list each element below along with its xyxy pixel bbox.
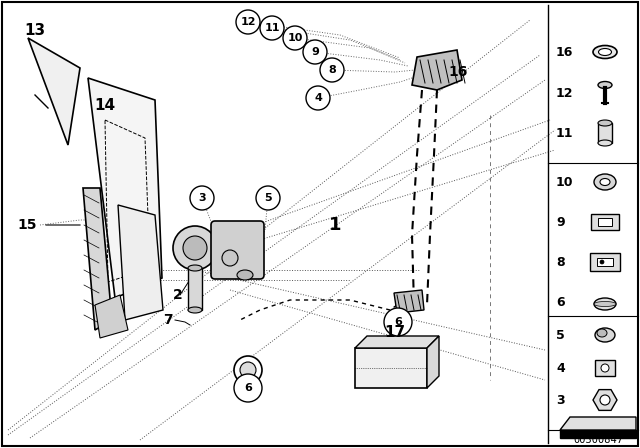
Circle shape (600, 260, 604, 264)
Ellipse shape (237, 270, 253, 280)
Text: 1: 1 (329, 216, 341, 234)
Circle shape (256, 186, 280, 210)
Text: 4: 4 (556, 362, 564, 375)
Circle shape (183, 236, 207, 260)
Text: 14: 14 (95, 98, 116, 112)
Text: 10: 10 (556, 176, 573, 189)
Bar (590, 253, 620, 271)
FancyBboxPatch shape (211, 221, 264, 279)
Bar (355, 348, 427, 388)
Circle shape (234, 356, 262, 384)
Polygon shape (83, 188, 112, 330)
Ellipse shape (594, 174, 616, 190)
Ellipse shape (598, 82, 612, 89)
Polygon shape (593, 390, 617, 410)
Polygon shape (355, 336, 439, 348)
Text: 10: 10 (287, 33, 303, 43)
Ellipse shape (601, 364, 609, 372)
Bar (595, 360, 615, 376)
Circle shape (236, 10, 260, 34)
Text: 6: 6 (244, 383, 252, 393)
Text: 4: 4 (314, 93, 322, 103)
Text: 11: 11 (264, 23, 280, 33)
Text: 00300847: 00300847 (573, 435, 623, 445)
Text: 6: 6 (556, 296, 564, 309)
Polygon shape (412, 50, 462, 90)
Ellipse shape (188, 265, 202, 271)
Text: 3: 3 (198, 193, 206, 203)
Ellipse shape (595, 328, 615, 342)
Ellipse shape (598, 48, 611, 56)
Polygon shape (88, 78, 162, 298)
Text: 13: 13 (24, 22, 45, 38)
Text: 5: 5 (264, 193, 272, 203)
Ellipse shape (593, 46, 617, 59)
Ellipse shape (598, 120, 612, 126)
Text: 6: 6 (394, 317, 402, 327)
Circle shape (190, 186, 214, 210)
Text: 17: 17 (385, 324, 406, 340)
Bar (597, 258, 613, 266)
Text: 8: 8 (328, 65, 336, 75)
Bar (598, 218, 612, 226)
Polygon shape (95, 295, 128, 338)
Circle shape (240, 362, 256, 378)
Circle shape (173, 226, 217, 270)
Polygon shape (560, 417, 636, 430)
Ellipse shape (600, 178, 610, 185)
Circle shape (303, 40, 327, 64)
Ellipse shape (188, 307, 202, 313)
Text: 8: 8 (556, 255, 564, 268)
Circle shape (600, 395, 610, 405)
Text: 3: 3 (556, 393, 564, 406)
Polygon shape (394, 290, 424, 313)
Circle shape (306, 86, 330, 110)
Text: 9: 9 (311, 47, 319, 57)
Circle shape (260, 16, 284, 40)
Polygon shape (427, 336, 439, 388)
Text: 2: 2 (173, 288, 183, 302)
Bar (591, 214, 619, 230)
Polygon shape (28, 38, 80, 145)
Bar (188, 268, 202, 310)
Bar (598, 123, 612, 143)
Text: 15: 15 (17, 218, 36, 232)
Circle shape (222, 250, 238, 266)
Ellipse shape (597, 329, 607, 337)
Text: 7: 7 (163, 313, 173, 327)
Polygon shape (118, 205, 163, 320)
Text: 11: 11 (556, 126, 573, 139)
Text: 5: 5 (556, 328, 564, 341)
Ellipse shape (598, 140, 612, 146)
Ellipse shape (594, 302, 616, 306)
Polygon shape (560, 430, 636, 438)
Text: 16: 16 (556, 46, 573, 59)
Circle shape (384, 308, 412, 336)
Text: 16: 16 (448, 65, 468, 79)
Text: 12: 12 (556, 86, 573, 99)
Circle shape (320, 58, 344, 82)
Circle shape (283, 26, 307, 50)
Text: 12: 12 (240, 17, 256, 27)
Ellipse shape (594, 298, 616, 310)
Circle shape (234, 374, 262, 402)
Text: 9: 9 (556, 215, 564, 228)
